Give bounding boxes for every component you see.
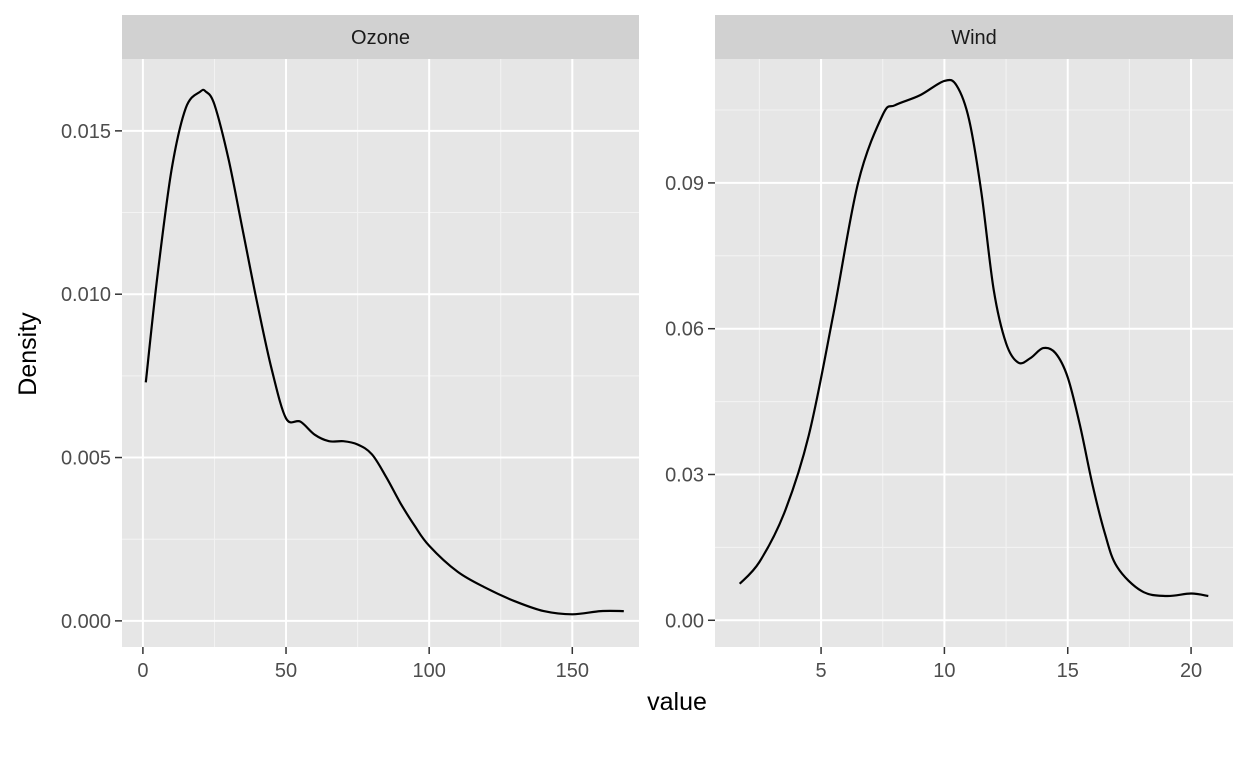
x-tick-label: 5 (816, 660, 827, 682)
y-axis-title: Density (14, 312, 42, 396)
x-tick-label: 50 (275, 660, 297, 682)
y-tick-label: 0.015 (61, 121, 111, 143)
facet-wind: Wind 0.00 0.03 0.06 0.09 5 10 15 20 (665, 15, 1233, 682)
x-tick-label: 10 (933, 660, 955, 682)
y-tick-label: 0.000 (61, 611, 111, 633)
x-tick-label: 0 (137, 660, 148, 682)
facet-strip-label-wind: Wind (951, 27, 997, 49)
x-axis-title: value (647, 688, 707, 716)
y-tick-label: 0.00 (665, 610, 704, 632)
y-tick-label: 0.005 (61, 448, 111, 470)
density-line-wind (738, 78, 1209, 598)
density-line-ozone (144, 88, 624, 616)
facet-strip-wind (715, 15, 1233, 59)
x-tick-label: 20 (1180, 660, 1202, 682)
x-tick-label: 15 (1057, 660, 1079, 682)
facet-strip-ozone (122, 15, 639, 59)
y-tick-label: 0.09 (665, 173, 704, 195)
panel-background-ozone (122, 59, 639, 647)
x-tick-label: 150 (556, 660, 589, 682)
facet-ozone: Ozone 0.000 0.005 0.010 0.015 0 50 100 150 (61, 15, 639, 682)
panel-background-wind (715, 59, 1233, 647)
y-tick-label: 0.010 (61, 284, 111, 306)
x-tick-label: 100 (412, 660, 445, 682)
facet-strip-label-ozone: Ozone (351, 27, 410, 49)
y-tick-label: 0.06 (665, 319, 704, 341)
y-tick-label: 0.03 (665, 464, 704, 486)
